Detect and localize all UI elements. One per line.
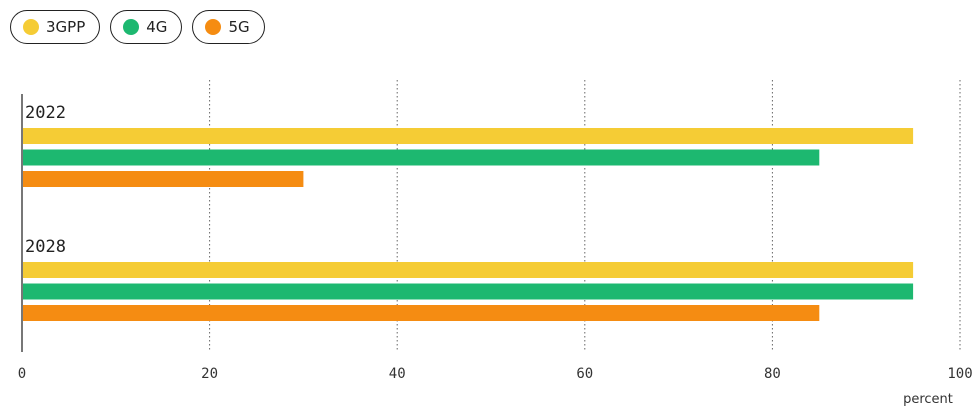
legend-label-5g: 5G [228,18,250,36]
x-tick-label-20: 20 [201,366,218,382]
category-label-2022: 2022 [25,103,66,123]
bar-2028-4g[interactable] [23,283,914,300]
legend-swatch-4g [123,19,140,35]
legend-label-3gpp: 3GPP [46,18,86,36]
bars [23,128,914,321]
bar-2022-3gpp[interactable] [23,128,914,144]
x-tick-label-80: 80 [764,366,781,382]
x-tick-label-0: 0 [18,366,26,382]
bar-2028-3gpp[interactable] [23,262,914,278]
x-tick-label-100: 100 [947,366,972,382]
bar-2022-5g[interactable] [23,171,304,187]
grid [21,80,961,352]
legend-item-5g[interactable]: 5G [192,10,265,44]
legend-item-3gpp[interactable]: 3GPP [10,10,101,44]
x-tick-label-40: 40 [389,366,406,382]
x-axis-label: percent [903,392,953,407]
legend-swatch-3gpp [23,19,39,35]
legend-item-4g[interactable]: 4G [110,10,183,44]
legend: 3GPP 4G 5G [10,10,265,44]
labels: 0 20 40 60 80 100 percent 2022 2028 [18,103,973,407]
bar-2028-5g[interactable] [23,305,820,321]
bar-2022-4g[interactable] [23,149,820,166]
legend-label-4g: 4G [146,18,168,36]
category-label-2028: 2028 [25,237,66,257]
legend-swatch-5g [205,19,222,35]
x-tick-label-60: 60 [576,366,593,382]
